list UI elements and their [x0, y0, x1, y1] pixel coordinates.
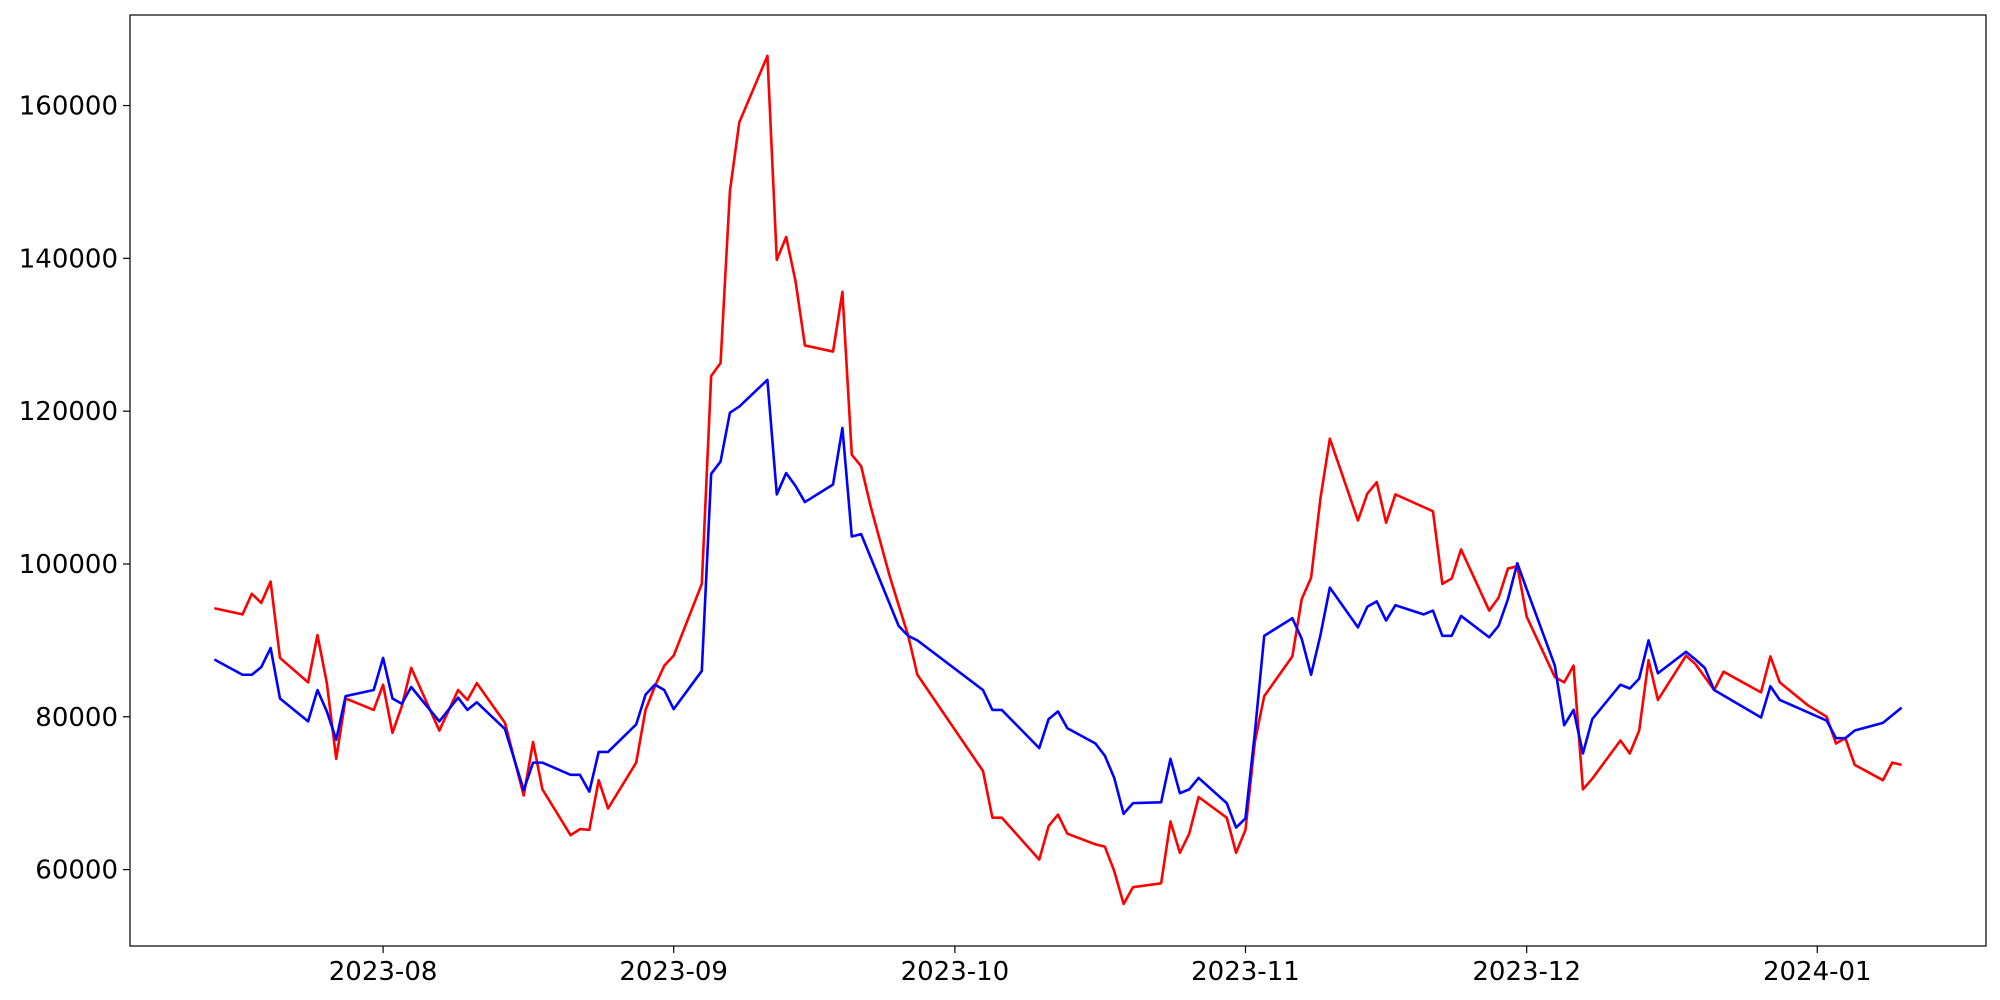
x-tick-label: 2023-09 — [619, 957, 728, 987]
y-tick-label: 80000 — [35, 703, 118, 733]
line-series — [213, 378, 1903, 829]
x-tick-label: 2023-08 — [329, 957, 438, 987]
plot-frame — [129, 14, 1987, 947]
x-tick-label: 2023-12 — [1472, 957, 1581, 987]
y-tick-label: 160000 — [19, 92, 118, 122]
x-tick-label: 2024-01 — [1763, 957, 1872, 987]
x-tick-label: 2023-11 — [1191, 957, 1300, 987]
line-series — [214, 54, 1902, 906]
y-tick-label: 60000 — [35, 856, 118, 886]
x-tick-label: 2023-10 — [901, 957, 1010, 987]
y-tick-label: 140000 — [19, 244, 118, 274]
y-tick-label: 100000 — [19, 550, 118, 580]
y-tick-label: 120000 — [19, 397, 118, 427]
